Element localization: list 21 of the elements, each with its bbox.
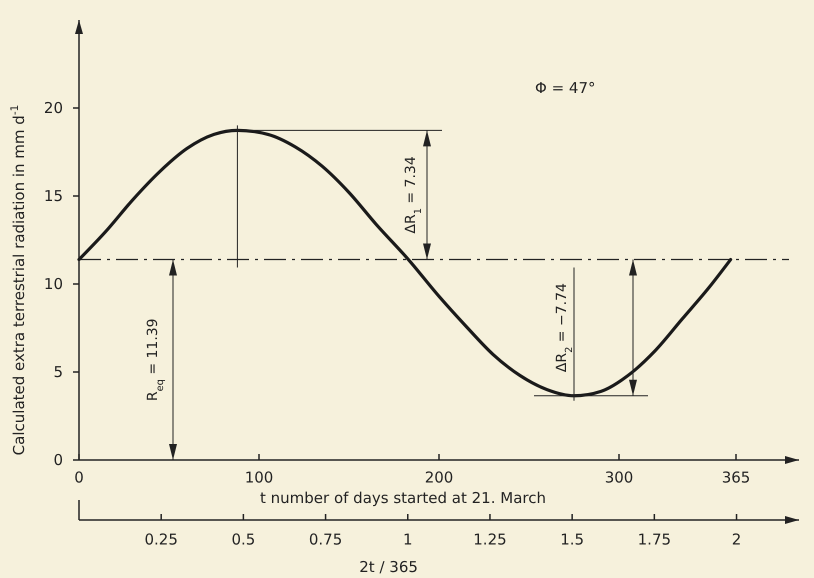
x2-tick-label: 1: [402, 530, 413, 549]
annotation: Φ = 47°: [535, 79, 596, 97]
x2-tick-label: 0.5: [231, 530, 256, 549]
y-tick-label: 0: [53, 450, 63, 469]
x-tick-label: 365: [722, 468, 750, 487]
x2-axis-title: 2t / 365: [359, 558, 418, 576]
y-tick-label: 15: [44, 186, 63, 205]
x2-tick-label: 1.75: [638, 530, 672, 549]
x2-tick-label: 0.75: [308, 530, 342, 549]
x2-tick-label: 1.5: [560, 530, 584, 549]
x-tick-label: 300: [604, 468, 634, 487]
x2-tick-label: 1.25: [473, 530, 507, 549]
y-tick-label: 5: [53, 362, 63, 381]
y-tick-label: 10: [44, 274, 63, 293]
y-tick-label: 20: [44, 98, 63, 117]
x-tick-label: 0: [74, 468, 84, 487]
x-tick-label: 100: [244, 468, 274, 487]
x2-tick-label: 0.25: [144, 530, 178, 549]
x2-tick-label: 2: [732, 530, 742, 549]
x-axis-title: t number of days started at 21. March: [260, 489, 546, 507]
x-tick-label: 200: [424, 468, 454, 487]
